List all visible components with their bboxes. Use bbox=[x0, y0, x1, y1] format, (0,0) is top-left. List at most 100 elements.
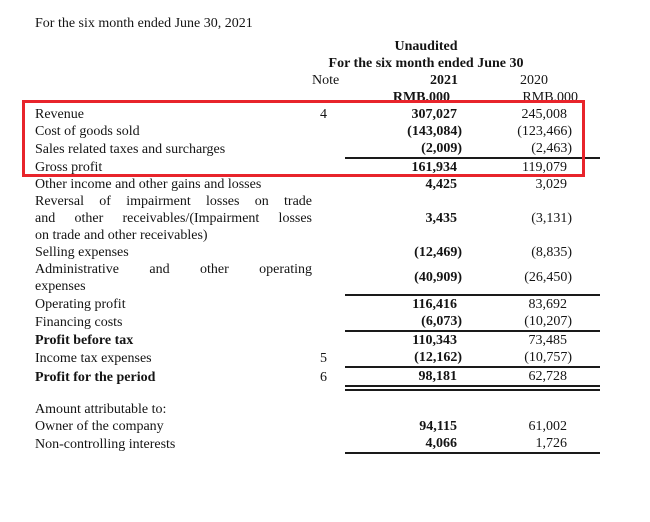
header-unit-2020: RMB,000 bbox=[522, 89, 579, 105]
row-value-2021-cell: (6,073) bbox=[345, 313, 470, 332]
row-label-cell: Revenue bbox=[35, 107, 84, 122]
row-label-cell: Reversal of impairment losses on trade an… bbox=[35, 194, 312, 243]
table-row: Financing costs (6,073) (10,207) bbox=[35, 313, 601, 332]
row-value-2020-cell bbox=[470, 401, 600, 418]
row-value-2021-cell: 4,066 bbox=[345, 435, 470, 454]
table-row: Income tax expenses 5 (12,162) (10,757) bbox=[35, 349, 601, 368]
header-unaudited: Unaudited bbox=[394, 39, 458, 54]
row-value-2021-cell: 161,934 bbox=[411, 160, 458, 175]
table-row: Amount attributable to: bbox=[35, 401, 600, 418]
row-note-cell bbox=[312, 418, 345, 435]
row-value-2020-cell: (10,757) bbox=[470, 349, 601, 368]
table-body: Revenue 4 307,027 245,008 Cost of goods … bbox=[35, 106, 601, 454]
table-header: Unaudited For the six month ended June 3… bbox=[35, 38, 600, 106]
row-value-2020-cell: 83,692 bbox=[528, 297, 568, 312]
table-row: Revenue 4 307,027 245,008 bbox=[35, 106, 600, 123]
row-note-cell: 5 bbox=[320, 350, 327, 366]
header-spacer bbox=[35, 38, 312, 55]
row-label-cell: Cost of goods sold bbox=[35, 124, 140, 139]
row-label-cell: Sales related taxes and surcharges bbox=[35, 141, 226, 157]
header-spacer bbox=[312, 89, 345, 106]
row-label-cell: Gross profit bbox=[35, 159, 103, 175]
row-value-2021-cell: (12,162) bbox=[345, 349, 470, 368]
row-value-2021-cell: 94,115 bbox=[419, 419, 457, 434]
row-value-2020-cell: 119,079 bbox=[522, 160, 568, 175]
table-row: Operating profit 116,416 83,692 bbox=[35, 295, 600, 313]
page-title: For the six month ended June 30, 2021 bbox=[35, 16, 253, 31]
table-row: Profit before tax 110,343 73,485 bbox=[35, 331, 600, 349]
row-note-cell bbox=[312, 244, 345, 261]
row-value-2020-cell bbox=[470, 388, 600, 401]
row-label-cell: Non-controlling interests bbox=[35, 436, 176, 452]
row-value-2021-cell: (2,009) bbox=[345, 140, 470, 159]
row-label-cell: Selling expenses bbox=[35, 245, 129, 260]
income-statement-table: Unaudited For the six month ended June 3… bbox=[35, 38, 601, 454]
row-value-2021-cell: 3,435 bbox=[425, 211, 458, 226]
row-note-cell bbox=[312, 176, 345, 193]
header-year-2020: 2020 bbox=[520, 73, 549, 88]
row-value-2021-cell: (12,469) bbox=[414, 245, 462, 260]
header-spacer bbox=[35, 89, 312, 106]
table-row bbox=[35, 388, 600, 401]
table-row: Owner of the company 94,115 61,002 bbox=[35, 418, 600, 435]
table-row: Other income and other gains and losses … bbox=[35, 176, 600, 193]
row-label-cell: Administrative and other operating expens… bbox=[35, 262, 312, 294]
table-row: Non-controlling interests 4,066 1,726 bbox=[35, 435, 601, 454]
row-value-2020-cell: (2,463) bbox=[470, 140, 601, 159]
header-spacer bbox=[35, 55, 312, 72]
row-note-cell bbox=[312, 388, 345, 401]
table-row: Administrative and other operating expens… bbox=[35, 261, 601, 296]
row-note-cell bbox=[312, 140, 345, 158]
row-note-cell bbox=[312, 313, 345, 331]
row-value-2021-cell: 116,416 bbox=[412, 297, 457, 312]
row-value-2020-cell: 3,029 bbox=[535, 177, 568, 192]
row-label-cell: Financing costs bbox=[35, 314, 123, 330]
table-row: Gross profit 161,934 119,079 bbox=[35, 158, 600, 176]
row-value-2020-cell: (26,450) bbox=[470, 261, 601, 296]
row-label-cell: Profit before tax bbox=[35, 332, 134, 348]
row-label-cell: Owner of the company bbox=[35, 419, 164, 434]
table-row: Cost of goods sold (143,084) (123,466) bbox=[35, 123, 600, 140]
row-note-cell: 6 bbox=[320, 370, 327, 385]
table-row: Profit for the period 6 98,181 62,728 bbox=[35, 367, 601, 391]
row-value-2020-cell: (3,131) bbox=[531, 211, 573, 226]
row-note-cell bbox=[312, 295, 345, 313]
row-value-2021-cell: 110,343 bbox=[412, 333, 457, 348]
row-note-cell bbox=[312, 401, 345, 418]
header-period: For the six month ended June 30 bbox=[328, 56, 524, 71]
row-label-cell: Income tax expenses bbox=[35, 350, 152, 366]
row-value-2021-cell: 4,425 bbox=[425, 177, 458, 192]
row-value-2020-cell: (8,835) bbox=[531, 245, 573, 260]
table-row: Sales related taxes and surcharges (2,00… bbox=[35, 140, 601, 159]
row-value-2021-cell bbox=[345, 401, 470, 418]
row-note-cell bbox=[312, 158, 345, 176]
row-value-2020-cell: (10,207) bbox=[470, 313, 601, 332]
table-row: Reversal of impairment losses on trade an… bbox=[35, 193, 600, 244]
row-label-cell bbox=[35, 388, 312, 401]
header-unit-2021: RMB,000 bbox=[392, 89, 450, 105]
row-value-2020-cell: 245,008 bbox=[521, 107, 568, 122]
header-year-2021: 2021 bbox=[430, 73, 458, 88]
row-value-2021-cell bbox=[345, 388, 470, 401]
row-value-2020-cell: (123,466) bbox=[517, 124, 573, 139]
table-row: Selling expenses (12,469) (8,835) bbox=[35, 244, 600, 261]
row-value-2021-cell: 98,181 bbox=[345, 367, 470, 391]
header-row-units: RMB,000 RMB,000 bbox=[35, 89, 600, 106]
row-note-cell bbox=[312, 193, 345, 244]
row-value-2021-cell: 307,027 bbox=[411, 107, 458, 122]
row-value-2020-cell: 1,726 bbox=[470, 435, 601, 454]
row-label-cell: Operating profit bbox=[35, 296, 126, 312]
row-label-cell: Profit for the period bbox=[35, 370, 156, 385]
row-label-cell: Amount attributable to: bbox=[35, 402, 167, 417]
row-note-cell bbox=[312, 435, 345, 453]
row-value-2020-cell: 62,728 bbox=[470, 367, 601, 391]
header-row-period: For the six month ended June 30 bbox=[35, 55, 600, 72]
row-label-cell: Other income and other gains and losses bbox=[35, 177, 262, 192]
row-note-cell bbox=[312, 123, 345, 140]
header-row-columns: Note 2021 2020 bbox=[35, 72, 600, 89]
row-value-2021-cell: (40,909) bbox=[345, 261, 470, 296]
header-note: Note bbox=[312, 73, 340, 88]
row-note-cell bbox=[312, 331, 345, 349]
row-note-cell: 4 bbox=[320, 107, 327, 122]
row-note-cell bbox=[312, 261, 345, 295]
